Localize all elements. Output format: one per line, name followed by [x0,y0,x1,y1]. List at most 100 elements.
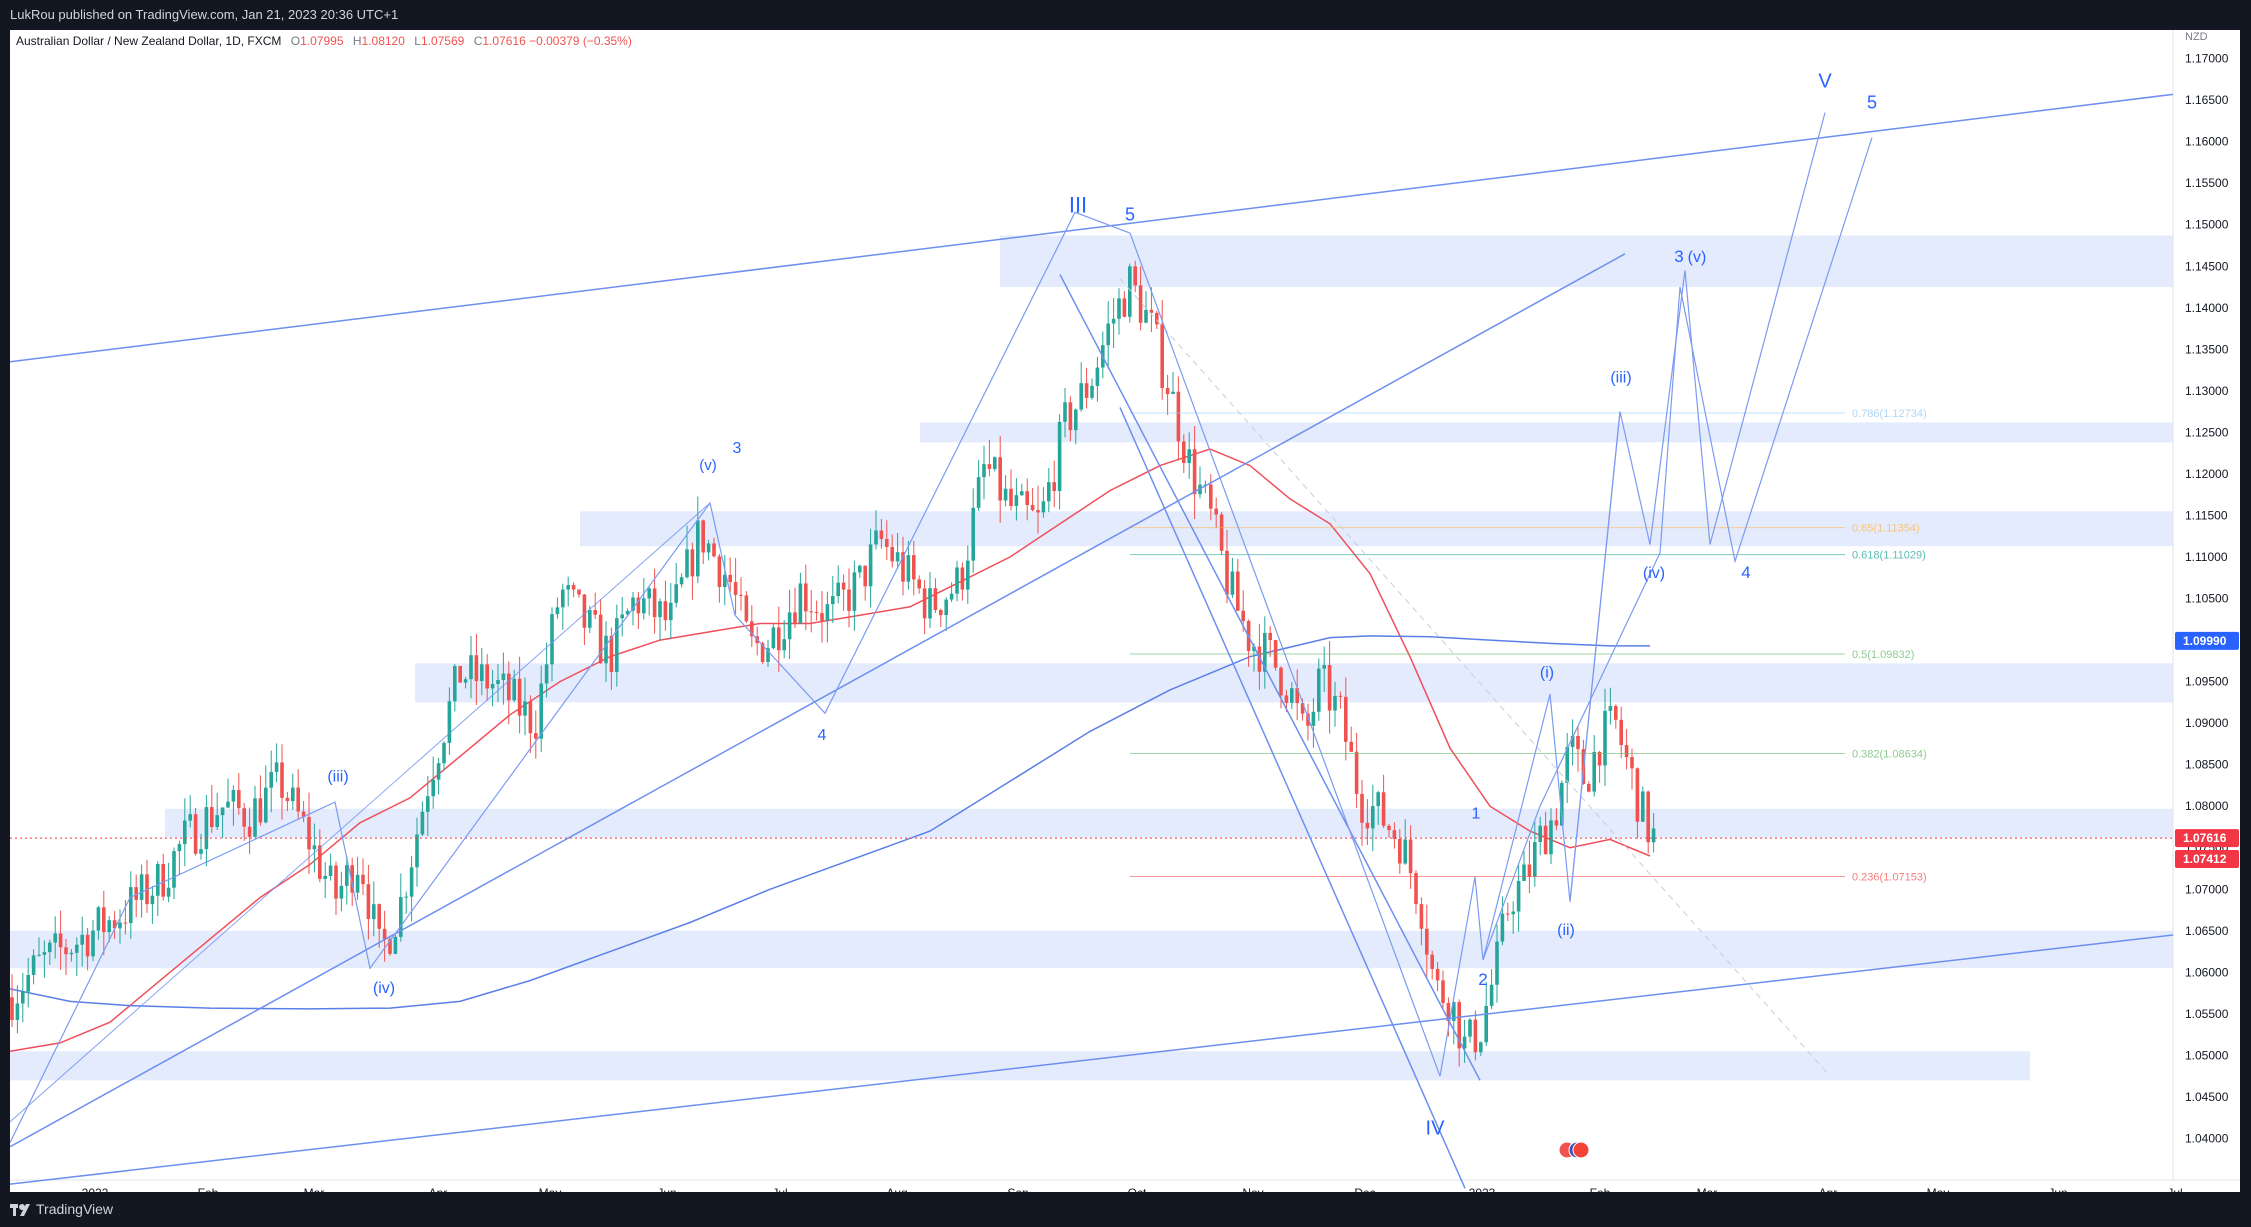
y-tick-label: 1.08500 [2185,758,2229,772]
candle-body [242,808,246,827]
candle-body [841,582,846,590]
candle-body [728,574,732,583]
candle-body [210,807,214,828]
candle-body [1641,791,1645,822]
candle-body [685,549,689,578]
y-tick-label: 1.06500 [2185,924,2229,938]
candle-body [917,579,921,589]
price-tag [2175,850,2239,869]
candle-body [91,930,95,957]
support-zone [10,930,2173,969]
candle-body [231,789,236,802]
y-tick-label: 1.09000 [2185,716,2229,730]
wave-label: (iii) [1610,370,1631,387]
candle-body [312,845,317,850]
candle-body [1263,632,1267,672]
candle-body [966,560,970,590]
candle-body [798,583,803,623]
candle-body [971,507,975,561]
candle-body [825,604,830,621]
wave-label: (v) [1688,249,1707,266]
candle-body [1052,482,1056,491]
candle-body [247,826,252,837]
candle-body [1570,736,1575,747]
candle-body [112,920,117,929]
candle-body [1074,409,1078,431]
tradingview-logo[interactable]: TradingView [10,1201,113,1217]
alt-wave-path [1482,137,1873,961]
candle-body [1576,736,1580,750]
publish-header: LukRou published on TradingView.com, Jan… [0,0,2251,30]
candle-body [96,907,101,931]
candle-body [739,594,743,596]
candle-body [1603,710,1607,766]
candle-body [852,572,857,611]
candle-body [1084,383,1089,398]
candle-body [85,934,90,957]
candle-body [1446,1002,1451,1021]
candle-body [1651,828,1656,843]
candle-body [1138,285,1143,323]
candle-body [1522,864,1526,881]
candle-body [874,530,878,545]
candle-body [1003,488,1008,501]
candle-body [1209,484,1213,509]
low-label: L [414,34,421,48]
candle-body [993,457,997,469]
candle-body [1068,402,1073,431]
candle-body [1549,820,1553,855]
candle-body [404,896,408,898]
candle-body [134,887,138,900]
y-tick-label: 1.11000 [2185,550,2228,564]
candle-body [328,865,333,876]
candle-body [1106,323,1110,346]
candle-body [1533,842,1537,877]
support-zone [1000,235,2173,288]
candle-body [1489,984,1494,1006]
candle-body [933,588,938,610]
candle-body [102,907,106,933]
wave-label: 4 [1741,563,1750,582]
candle-body [339,885,344,899]
candle-body [1187,449,1191,463]
candle-body [1014,495,1019,506]
candle-body [345,865,349,886]
candle-body [814,612,819,614]
candle-body [1462,1036,1467,1049]
candle-body [156,863,160,896]
candle-body [1430,954,1434,969]
y-tick-label: 1.04000 [2185,1131,2229,1145]
candle-body [1257,646,1262,672]
candle-body [1020,491,1024,496]
y-tick-label: 1.14500 [2185,259,2229,273]
candle-body [696,520,700,577]
candle-body [1268,632,1272,641]
falling-channel-upper [1059,274,1481,1081]
fib-level-label: 0.786(1.12734) [1852,408,1927,420]
y-tick-label: 1.12500 [2185,425,2229,439]
wave-label: (iv) [373,980,395,997]
publish-info: LukRou published on TradingView.com, Jan… [10,7,399,22]
candle-body [1041,501,1046,513]
chart-area[interactable]: Australian Dollar / New Zealand Dollar, … [9,30,2240,1200]
candle-body [129,887,133,923]
candle-body [771,627,776,649]
candle-body [307,817,311,850]
close-value: 1.07616 [482,34,526,48]
candle-body [280,762,284,798]
candle-body [712,543,716,557]
candle-body [863,565,867,587]
candle-body [701,520,705,553]
candle-body [1171,391,1175,395]
candle-body [1538,825,1542,843]
candle-body [193,814,198,854]
candle-body [1360,793,1364,823]
candle-body [1295,688,1299,704]
candle-body [625,610,630,615]
candle-body [350,865,354,893]
candle-body [793,612,797,623]
candle-body [1511,911,1515,915]
price-chart[interactable]: 1.17000 1.16500 1.16000 1.15500 1.15000 1.145… [9,30,2240,1200]
candle-body [1592,751,1596,792]
candle-body [1111,318,1116,324]
